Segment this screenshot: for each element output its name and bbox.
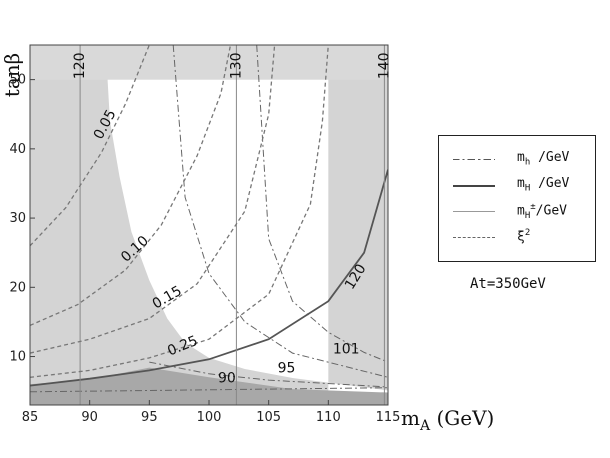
contour-label-2: 140 (376, 52, 392, 79)
parameter-note: At=350GeV (470, 276, 546, 292)
x-tick-label-110: 110 (316, 410, 341, 425)
region-band-3 (30, 45, 388, 80)
contour-label-1: 130 (228, 52, 244, 79)
series-mh-101 (256, 45, 388, 363)
x-tick-label-85: 85 (22, 410, 39, 425)
x-tick-label-115: 115 (376, 410, 401, 425)
x-tick-label-105: 105 (256, 410, 281, 425)
legend-swatch-mh (453, 159, 495, 160)
legend-entry-mHpm: mH±/GeV (439, 202, 595, 222)
legend-entry-xi2: ξ2 (439, 228, 595, 248)
contour-lines (30, 45, 388, 405)
legend-label-xi2: ξ2 (517, 228, 531, 245)
y-tick-label-20: 20 (9, 280, 26, 295)
contour-label-10: 101 (333, 342, 360, 358)
region-dark-2 (30, 367, 388, 405)
y-axis-ticks: 10 20 30 40 50 (9, 73, 35, 365)
y-tick-label-40: 40 (9, 142, 26, 157)
x-tick-label-95: 95 (141, 410, 158, 425)
legend-swatch-mH (453, 185, 495, 187)
x-axis-ticks: 85 90 95 100 105 110 115 (22, 400, 401, 425)
x-axis-label: mA (GeV) (401, 406, 494, 434)
shaded-regions (30, 45, 388, 405)
x-tick-label-100: 100 (197, 410, 222, 425)
contour-label-9: 95 (278, 360, 296, 376)
legend-label-mHpm: mH±/GeV (517, 202, 567, 221)
x-tick-label-90: 90 (81, 410, 98, 425)
y-tick-label-30: 30 (9, 211, 26, 226)
legend-swatch-xi2 (453, 237, 495, 238)
legend-label-mh: mh /GeV (517, 150, 570, 168)
legend-entry-mh: mh /GeV (439, 150, 595, 170)
y-tick-label-10: 10 (9, 350, 26, 365)
series-mh-95 (149, 361, 388, 388)
series-mh-3 (172, 45, 388, 378)
series-xi2-0.15 (30, 45, 276, 354)
region-white-1 (107, 79, 388, 402)
series-xi2-0.10 (30, 45, 232, 326)
legend: mh /GeV mH /GeV mH±/GeV ξ2 (438, 135, 596, 262)
series-xi2-0.25 (30, 45, 329, 378)
series-mH-120 (30, 169, 388, 387)
contour-label-0: 120 (72, 52, 88, 79)
contour-label-8: 90 (218, 371, 236, 387)
y-tick-label-50: 50 (9, 73, 26, 88)
legend-swatch-mHpm (453, 211, 495, 212)
legend-entry-mH: mH /GeV (439, 176, 595, 196)
legend-label-mH: mH /GeV (517, 176, 570, 194)
y-axis-label: tanβ (0, 53, 24, 97)
